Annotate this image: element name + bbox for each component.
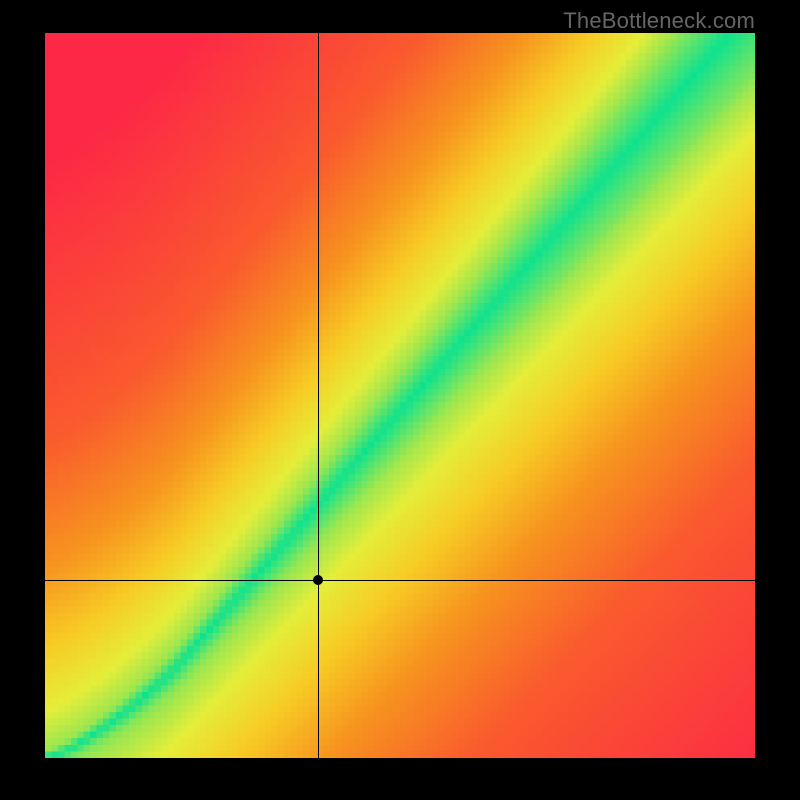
watermark-text: TheBottleneck.com <box>563 8 755 34</box>
crosshair-horizontal <box>45 580 755 581</box>
heatmap-plot <box>45 33 755 758</box>
chart-container: TheBottleneck.com <box>0 0 800 800</box>
heatmap-canvas <box>45 33 755 758</box>
crosshair-vertical <box>318 33 319 758</box>
crosshair-marker <box>313 575 323 585</box>
